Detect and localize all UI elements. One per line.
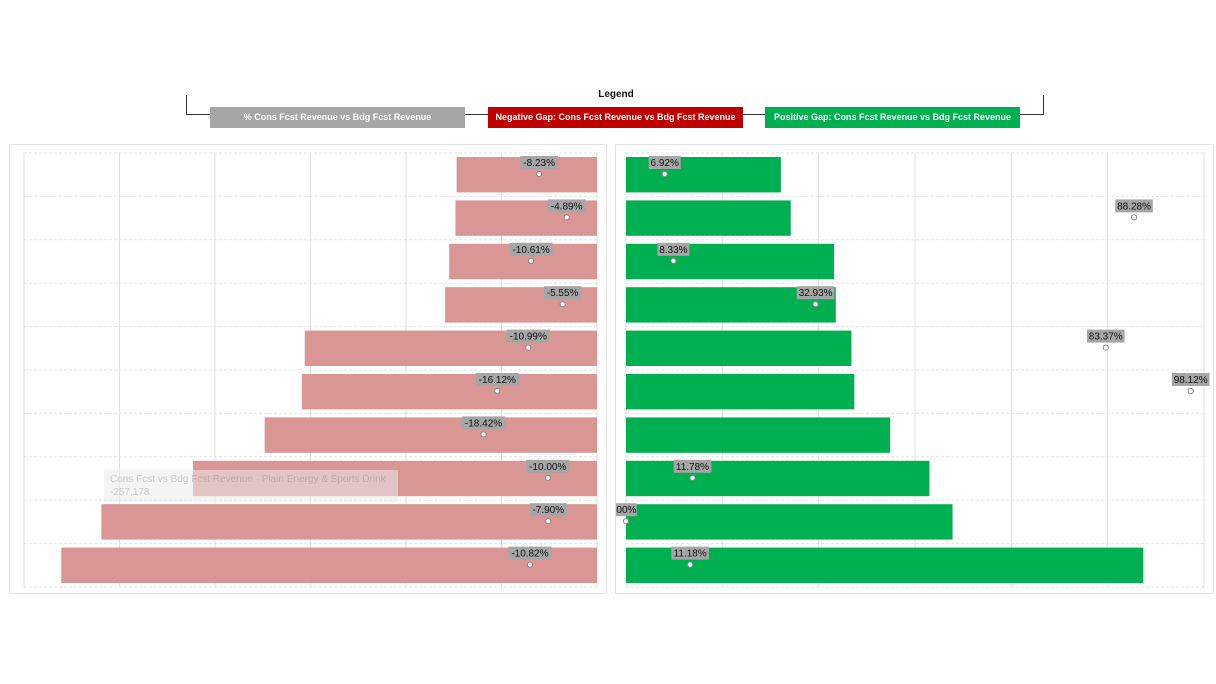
- pct-label-bg: [671, 546, 709, 560]
- pct-marker: [526, 561, 534, 568]
- bar: [626, 417, 891, 453]
- pct-label: 00%: [616, 505, 636, 516]
- pct-marker: [1102, 344, 1109, 351]
- pct-label-bg: [475, 373, 519, 386]
- pct-label: -8.23%: [523, 158, 555, 169]
- pct-label-bg: [1115, 199, 1153, 213]
- pct-label: -10.99%: [510, 332, 547, 343]
- pct-label: 83.37%: [1089, 332, 1123, 343]
- pct-label: -10.00%: [529, 462, 566, 473]
- pct-label: -10.61%: [512, 245, 549, 256]
- pct-label: 11.18%: [674, 549, 707, 560]
- pct-marker: [559, 301, 566, 308]
- pct-label-bg: [796, 286, 835, 300]
- pct-label: 88.28%: [1117, 201, 1151, 212]
- bar: [626, 504, 953, 540]
- pct-label: -7.90%: [532, 505, 564, 516]
- bar: [626, 330, 852, 366]
- bar: [264, 417, 597, 453]
- pct-label-bg: [529, 503, 568, 517]
- pct-label: -16.12%: [479, 375, 516, 386]
- negative-gap-chart: -8.23% -4.89% -10.61% -5.55% -10.99% -16.12% -…: [23, 152, 598, 588]
- pct-label-bg: [509, 242, 553, 256]
- pct-label: 6.92%: [651, 158, 679, 169]
- pct-marker: [687, 561, 694, 568]
- pct-marker: [812, 301, 819, 308]
- pct-label: 32.93%: [799, 288, 833, 299]
- pct-label-bg: [648, 156, 681, 169]
- bar: [626, 460, 930, 497]
- pct-marker: [689, 474, 696, 481]
- grid: [625, 152, 1205, 588]
- pct-marker: [536, 170, 543, 178]
- pct-label: -10.82%: [511, 549, 548, 560]
- legend-title: Legend: [596, 89, 636, 100]
- positive-gap-chart: 6.92% 88.28% 8.33% 32.93% 83.37% 98.12% 11.78%…: [616, 152, 1210, 588]
- pct-label-bg: [1171, 373, 1210, 386]
- bar: [626, 200, 791, 236]
- positive-gap-panel: 6.92% 88.28% 8.33% 32.93% 83.37% 98.12% 11.78%…: [615, 144, 1214, 594]
- legend-item-positive-gap[interactable]: Positive Gap: Cons Fcst Revenue vs Bdg F…: [765, 107, 1020, 128]
- bar: [626, 243, 835, 280]
- bar: [304, 330, 597, 366]
- pct-marker: [494, 387, 501, 395]
- pct-marker: [661, 170, 668, 178]
- pct-marker: [1130, 214, 1138, 221]
- pct-label: -5.55%: [547, 288, 579, 299]
- pct-label: 98.12%: [1174, 375, 1208, 386]
- pct-marker: [563, 214, 570, 221]
- bar: [101, 504, 597, 540]
- pct-marker: [1187, 387, 1194, 395]
- pct-label-bg: [506, 329, 550, 343]
- pct-label-bg: [520, 156, 558, 169]
- pct-label: -18.42%: [465, 418, 502, 429]
- pct-label-bg: [657, 242, 690, 256]
- bar: [61, 547, 598, 583]
- pct-label-bg: [1086, 329, 1125, 343]
- bar: [626, 547, 1144, 583]
- pct-label-bg: [508, 546, 552, 560]
- pct-label: 8.33%: [659, 245, 687, 256]
- pct-label: 11.78%: [676, 462, 709, 473]
- pct-label-bg: [547, 199, 586, 213]
- pct-marker: [670, 257, 677, 264]
- pct-label-bg: [526, 459, 570, 473]
- pct-marker: [622, 518, 630, 525]
- legend-item-pct[interactable]: % Cons Fcst Revenue vs Bdg Fcst Revenue: [210, 107, 465, 128]
- pct-label-bg: [461, 416, 506, 430]
- pct-marker: [528, 257, 535, 264]
- negative-gap-panel: -8.23% -4.89% -10.61% -5.55% -10.99% -16.12% -…: [9, 144, 607, 594]
- bar: [301, 374, 597, 410]
- legend-item-negative-gap[interactable]: Negative Gap: Cons Fcst Revenue vs Bdg F…: [488, 107, 743, 128]
- pct-label: -4.89%: [551, 201, 583, 212]
- pct-marker: [545, 518, 552, 525]
- pct-marker: [480, 431, 487, 438]
- pct-marker: [544, 474, 551, 481]
- pct-label-bg: [543, 286, 582, 300]
- pct-label-bg: [673, 459, 712, 473]
- bar: [626, 374, 855, 410]
- pct-label-bg: [616, 503, 637, 517]
- pct-marker: [525, 344, 532, 351]
